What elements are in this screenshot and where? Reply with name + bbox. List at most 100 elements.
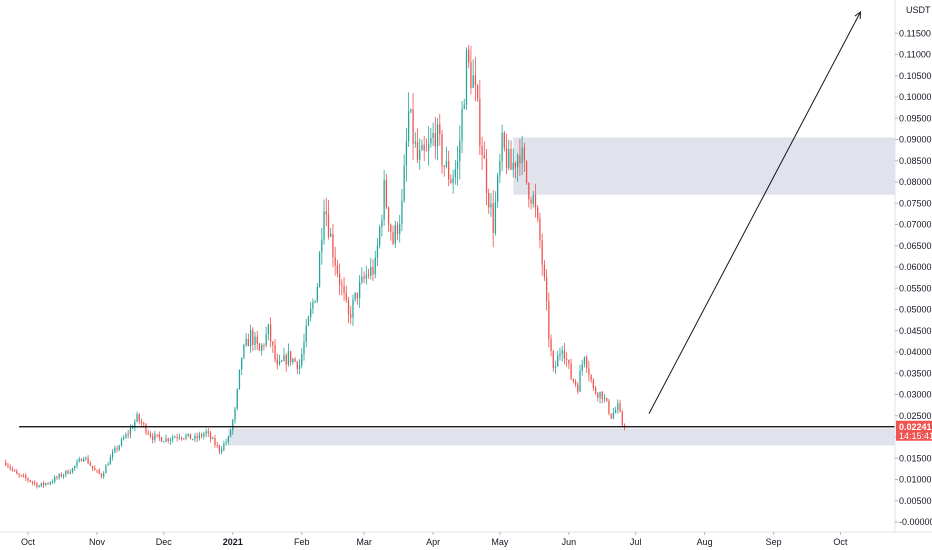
candle-body: [174, 437, 176, 439]
candle-body: [60, 474, 63, 477]
candle-body: [47, 483, 49, 485]
candle-body: [548, 301, 550, 340]
y-tick-label: 0.02500: [899, 411, 932, 421]
candle-body: [256, 336, 258, 344]
candle-body: [85, 457, 87, 459]
candle-body: [116, 448, 118, 450]
x-tick-label: Oct: [21, 537, 36, 547]
candle-body: [49, 482, 51, 484]
candle-body: [334, 257, 336, 266]
candle-body: [492, 203, 494, 234]
candle-body: [321, 239, 323, 253]
candle-body: [276, 359, 278, 365]
candle-body: [147, 432, 149, 434]
y-tick-label: 0.09000: [899, 135, 932, 145]
candle-body: [332, 233, 334, 258]
candle-body: [180, 437, 183, 439]
candle-body: [436, 124, 439, 147]
candle-body: [234, 408, 236, 420]
candle-body: [263, 345, 265, 347]
candle-body: [423, 144, 425, 151]
projection-arrow[interactable]: [648, 11, 861, 414]
candle-body: [22, 475, 25, 477]
candle-body: [343, 285, 345, 293]
candle-body: [350, 314, 352, 318]
candle-body: [318, 252, 321, 287]
candle-body: [552, 351, 554, 369]
candle-body: [13, 469, 16, 472]
x-tick-label: Aug: [697, 537, 713, 547]
candle-body: [56, 477, 58, 479]
candle-body: [514, 162, 517, 168]
candle-body: [501, 132, 503, 162]
candle-body: [545, 276, 548, 302]
candle-body: [9, 466, 11, 469]
candle-body: [510, 149, 512, 170]
candle-body: [269, 324, 272, 342]
candle-body: [198, 434, 201, 439]
candle-body: [588, 367, 590, 376]
candle-body: [610, 413, 612, 419]
candle-body: [363, 276, 365, 279]
candle-body: [278, 361, 281, 365]
candle-body: [5, 462, 7, 466]
candle-body: [11, 468, 14, 470]
candle-body: [80, 459, 83, 462]
candle-body: [479, 98, 481, 147]
candle-body: [599, 391, 601, 398]
candle-body: [149, 433, 152, 437]
candle-body: [370, 266, 372, 276]
candle-body: [590, 375, 592, 380]
candle-body: [249, 330, 252, 347]
candle-body: [18, 474, 20, 476]
candle-body: [354, 292, 356, 300]
candle-body: [192, 439, 194, 441]
candle-body: [379, 226, 381, 246]
candle-body: [238, 369, 241, 389]
candle-body: [341, 284, 343, 286]
candle-body: [381, 219, 383, 227]
candle-body: [358, 282, 361, 299]
candle-body: [310, 308, 312, 318]
x-tick-label: 2021: [223, 537, 243, 547]
candle-body: [76, 461, 78, 466]
candle-body: [537, 207, 539, 219]
candle-body: [612, 412, 615, 419]
candle-body: [499, 161, 501, 176]
candle-body: [103, 473, 105, 477]
candle-body: [78, 459, 80, 462]
candle-body: [136, 413, 138, 422]
candle-body: [123, 437, 125, 440]
candle-body: [512, 162, 514, 170]
candle-body: [243, 345, 245, 358]
candle-body: [183, 438, 185, 440]
candle-body: [338, 273, 341, 285]
y-tick-label: 0.08500: [899, 156, 932, 166]
candle-body: [586, 357, 588, 368]
candle-body: [441, 134, 443, 166]
candle-body: [488, 193, 490, 208]
candle-body: [592, 379, 595, 389]
candle-body: [517, 155, 519, 168]
candle-body: [196, 436, 198, 439]
candle-body: [194, 436, 196, 440]
candle-body: [396, 224, 399, 234]
candle-body: [27, 478, 29, 481]
candle-body: [336, 265, 339, 274]
candle-body: [419, 150, 421, 160]
price-axis[interactable]: 0.11500 0.11000 0.10500 0.10000 0.09500 0.090…: [895, 28, 932, 527]
time-axis[interactable]: Oct Nov Dec 2021 Feb Mar Apr May Jun Jul Aug Sep Oct: [21, 532, 848, 547]
y-tick-label: -0.00000: [899, 517, 932, 527]
candle-body: [82, 458, 85, 462]
candle-body: [623, 425, 626, 427]
candle-body: [399, 223, 401, 234]
candle-body: [530, 199, 532, 204]
candle-body: [561, 350, 563, 354]
candle-body: [621, 411, 623, 426]
candle-body: [241, 357, 243, 370]
candle-body: [223, 443, 225, 450]
last-price-value: 0.02241: [899, 422, 932, 432]
candle-body: [554, 366, 557, 369]
